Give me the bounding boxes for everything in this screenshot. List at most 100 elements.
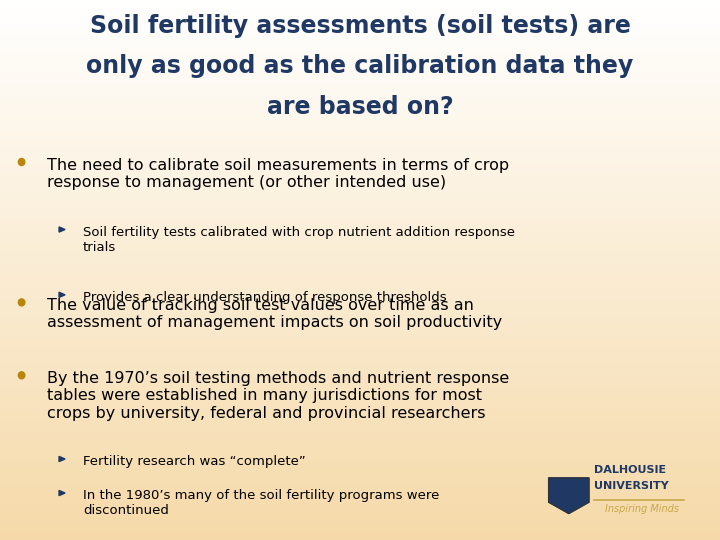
Bar — [0, 394, 720, 397]
Bar — [0, 167, 720, 170]
Bar — [0, 215, 720, 219]
Bar — [0, 102, 720, 105]
Bar — [0, 213, 720, 216]
Bar — [0, 323, 720, 327]
Bar — [0, 404, 720, 408]
Bar — [0, 178, 720, 181]
Bar — [0, 148, 720, 151]
Bar — [0, 140, 720, 143]
Bar — [0, 445, 720, 448]
Bar — [0, 332, 720, 335]
Bar — [0, 8, 720, 11]
Bar — [0, 161, 720, 165]
Bar — [0, 294, 720, 297]
Bar — [0, 80, 720, 84]
Bar — [0, 526, 720, 529]
Bar — [0, 59, 720, 62]
Bar — [0, 51, 720, 54]
Bar — [0, 26, 720, 30]
Bar — [0, 407, 720, 410]
Bar — [0, 275, 720, 278]
Bar — [0, 83, 720, 86]
Polygon shape — [59, 456, 65, 462]
Bar — [0, 10, 720, 14]
Bar — [0, 110, 720, 113]
Bar — [0, 345, 720, 348]
Bar — [0, 364, 720, 367]
Bar — [0, 353, 720, 356]
Bar — [0, 224, 720, 227]
Bar — [0, 329, 720, 332]
Bar — [0, 375, 720, 378]
Bar — [0, 21, 720, 24]
Bar — [0, 0, 720, 3]
Bar — [0, 143, 720, 146]
Bar — [0, 434, 720, 437]
Bar — [0, 159, 720, 162]
Bar — [0, 361, 720, 365]
Bar — [0, 240, 720, 243]
Bar — [0, 72, 720, 76]
Bar — [0, 207, 720, 211]
Bar — [0, 226, 720, 230]
Bar — [0, 480, 720, 483]
Bar — [0, 156, 720, 159]
Bar — [0, 313, 720, 316]
Polygon shape — [59, 292, 65, 298]
Bar — [0, 288, 720, 292]
Bar — [0, 531, 720, 535]
Bar — [0, 191, 720, 194]
Bar — [0, 491, 720, 494]
Bar — [0, 153, 720, 157]
Bar — [0, 267, 720, 270]
Bar — [0, 315, 720, 319]
Bar — [0, 477, 720, 481]
Bar — [0, 202, 720, 205]
Bar — [0, 180, 720, 184]
Bar — [0, 523, 720, 526]
Text: In the 1980’s many of the soil fertility programs were
discontinued: In the 1980’s many of the soil fertility… — [83, 489, 439, 517]
Ellipse shape — [19, 372, 24, 379]
Bar — [0, 232, 720, 235]
Bar — [0, 485, 720, 489]
Bar — [0, 515, 720, 518]
Bar — [0, 197, 720, 200]
Text: DALHOUSIE: DALHOUSIE — [594, 465, 666, 475]
Bar — [0, 507, 720, 510]
Bar — [0, 475, 720, 478]
Bar — [0, 256, 720, 259]
Bar — [0, 334, 720, 338]
Bar — [0, 137, 720, 140]
Bar — [0, 421, 720, 424]
Bar — [0, 2, 720, 5]
Bar — [0, 483, 720, 486]
Bar — [0, 302, 720, 305]
Bar — [0, 440, 720, 443]
Bar — [0, 145, 720, 149]
Bar — [0, 97, 720, 100]
Bar — [0, 499, 720, 502]
Text: The value of tracking soil test values over time as an
assessment of management : The value of tracking soil test values o… — [47, 298, 502, 330]
Bar — [0, 70, 720, 73]
Bar — [0, 410, 720, 413]
Bar — [0, 429, 720, 432]
Bar — [0, 242, 720, 246]
Bar — [0, 442, 720, 446]
Bar — [0, 337, 720, 340]
Bar — [0, 259, 720, 262]
Bar — [0, 194, 720, 197]
Bar — [0, 237, 720, 240]
Bar — [0, 291, 720, 294]
Bar — [0, 5, 720, 8]
Bar — [0, 359, 720, 362]
Bar — [0, 18, 720, 22]
Bar — [0, 283, 720, 286]
Bar — [0, 391, 720, 394]
Bar — [0, 504, 720, 508]
Bar — [0, 261, 720, 265]
Bar — [0, 496, 720, 500]
Bar — [0, 307, 720, 310]
Bar — [0, 113, 720, 116]
Bar — [0, 116, 720, 119]
Bar — [0, 348, 720, 351]
